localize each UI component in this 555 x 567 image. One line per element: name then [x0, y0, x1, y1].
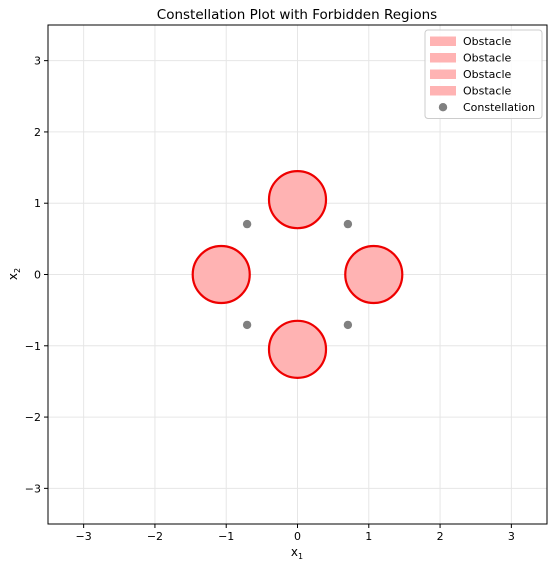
- x-axis-label: x1: [291, 545, 303, 561]
- chart-title: Constellation Plot with Forbidden Region…: [157, 7, 437, 23]
- x-axis-label-main: x: [291, 545, 298, 559]
- constellation-point: [343, 219, 353, 229]
- x-tick-label: −1: [218, 530, 234, 543]
- obstacle-circle: [191, 244, 251, 305]
- x-tick-label: 1: [365, 530, 372, 543]
- x-tick-label: −2: [147, 530, 163, 543]
- x-tick-label: −3: [76, 530, 92, 543]
- constellation-point: [242, 219, 252, 229]
- legend-box: [424, 29, 543, 119]
- legend-obstacle-label: Obstacle: [463, 85, 512, 98]
- constellation-point: [242, 320, 252, 330]
- legend-obstacle-label: Obstacle: [463, 68, 512, 81]
- x-tick-label: 0: [294, 530, 301, 543]
- y-tick-label: 2: [34, 126, 41, 139]
- constellation-points: [242, 219, 353, 330]
- y-tick-label: 0: [34, 269, 41, 282]
- legend-obstacle-swatch: [430, 36, 456, 46]
- y-axis-label-main: x: [6, 273, 20, 280]
- obstacle-circle: [344, 244, 404, 305]
- legend-constellation-label: Constellation: [463, 101, 535, 114]
- y-tick-label: 1: [34, 197, 41, 210]
- y-tick-label: −2: [25, 411, 41, 424]
- ticks: −3 −2 −1 0 1 2 3 −3 −2 −1 0 1 2 3: [25, 55, 515, 543]
- legend-obstacle-label: Obstacle: [463, 52, 512, 65]
- y-axis-label-sub: 2: [13, 268, 22, 273]
- legend-obstacle-swatch: [430, 86, 456, 96]
- legend-constellation-marker: [438, 103, 448, 112]
- x-tick-label: 3: [508, 530, 515, 543]
- y-tick-label: −3: [25, 482, 41, 495]
- obstacle-circle: [267, 170, 328, 230]
- obstacles: [191, 170, 404, 379]
- legend-obstacle-label: Obstacle: [463, 35, 512, 48]
- legend-obstacle-swatch: [430, 69, 456, 79]
- x-tick-label: 2: [437, 530, 444, 543]
- y-axis-label: x2: [6, 268, 22, 280]
- y-tick-label: −1: [25, 340, 41, 353]
- legend: Obstacle Obstacle Obstacle Obstacle Constell…: [424, 29, 543, 119]
- obstacle-circle: [267, 319, 328, 379]
- y-tick-label: 3: [34, 55, 41, 68]
- legend-obstacle-swatch: [430, 53, 456, 63]
- constellation-point: [343, 320, 353, 330]
- x-axis-label-sub: 1: [298, 552, 303, 561]
